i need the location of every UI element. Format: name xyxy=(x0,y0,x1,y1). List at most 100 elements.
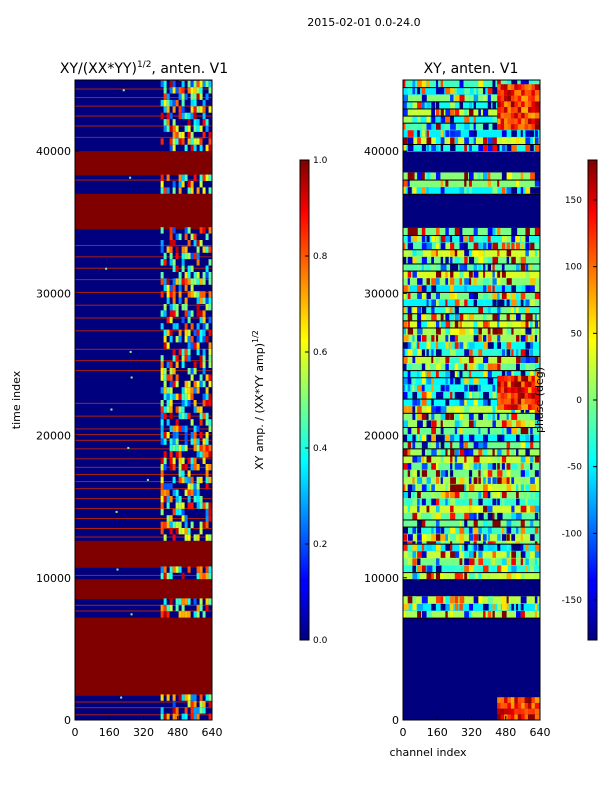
left-colorbar-gradient xyxy=(299,159,310,641)
flag-line xyxy=(75,508,212,510)
amp-cell xyxy=(205,432,209,439)
phase-cell xyxy=(478,512,484,520)
phase-row xyxy=(403,491,540,499)
phase-cell xyxy=(412,427,418,435)
phase-cell xyxy=(445,441,451,449)
amp-cell xyxy=(205,502,209,509)
flag-line xyxy=(75,604,212,606)
amp-cell xyxy=(169,252,173,260)
right-ytick-label: 0 xyxy=(392,714,399,727)
phase-cell xyxy=(531,107,537,113)
phase-cell xyxy=(487,136,494,144)
amp-cell xyxy=(172,521,176,528)
phase-cell xyxy=(483,469,489,477)
phase-cell xyxy=(403,391,408,399)
amp-cell xyxy=(196,291,200,298)
phase-cell xyxy=(500,84,506,90)
phase-cell xyxy=(500,387,506,393)
phase-cell xyxy=(507,404,513,410)
amp-cell xyxy=(184,707,188,714)
phase-cell xyxy=(417,610,421,618)
phase-cell xyxy=(521,118,527,125)
amp-cell xyxy=(122,89,125,92)
phase-cell xyxy=(435,363,442,371)
amp-cell xyxy=(181,93,185,100)
amp-cell xyxy=(172,240,176,247)
phase-cell xyxy=(511,144,517,152)
amp-cell xyxy=(202,297,206,304)
phase-cell xyxy=(468,384,474,392)
phase-cell xyxy=(473,327,479,335)
phase-cell xyxy=(497,387,503,393)
phase-cell xyxy=(506,242,511,250)
phase-cell xyxy=(483,270,486,278)
amp-cell xyxy=(175,508,179,516)
phase-cell xyxy=(435,341,439,349)
phase-cell xyxy=(426,412,429,420)
phase-cell xyxy=(534,227,540,236)
phase-cell xyxy=(497,392,503,399)
amp-cell xyxy=(199,310,203,317)
phase-cell xyxy=(421,434,427,442)
phase-cell xyxy=(473,291,479,300)
right-ytick-label: 20000 xyxy=(364,430,399,443)
phase-cell xyxy=(417,533,422,541)
phase-cell xyxy=(426,405,431,413)
amp-cell xyxy=(172,425,176,432)
phase-cell xyxy=(525,427,529,435)
phase-cell xyxy=(525,483,531,492)
phase-cell xyxy=(445,455,449,463)
phase-cell xyxy=(435,572,441,580)
phase-cell xyxy=(497,398,503,405)
amp-cell xyxy=(172,138,176,145)
phase-cell xyxy=(450,434,455,442)
amp-cell xyxy=(202,174,206,181)
amp-cell xyxy=(178,611,182,618)
amp-cell xyxy=(190,265,194,272)
phase-cell xyxy=(525,249,529,257)
phase-cell xyxy=(431,277,437,285)
amp-cell xyxy=(175,406,179,413)
phase-cell xyxy=(468,348,473,356)
amp-cell xyxy=(205,336,209,343)
phase-cell xyxy=(516,543,522,551)
phase-cell xyxy=(483,136,488,144)
phase-cell xyxy=(478,235,483,243)
phase-cell xyxy=(454,363,458,371)
phase-cell xyxy=(520,348,526,356)
phase-cell xyxy=(530,341,534,349)
amp-cell xyxy=(129,176,132,179)
phase-cell xyxy=(468,129,474,137)
amp-cell xyxy=(187,412,191,420)
phase-cell xyxy=(417,249,423,257)
phase-cell xyxy=(459,543,462,551)
phase-cell xyxy=(450,491,456,499)
phase-cell xyxy=(435,543,441,551)
phase-cell xyxy=(407,441,412,449)
phase-cell xyxy=(492,101,496,109)
amp-cell xyxy=(205,508,209,516)
phase-cell xyxy=(504,392,510,399)
amp-cell xyxy=(196,310,200,317)
phase-cell xyxy=(525,341,531,349)
phase-cell xyxy=(520,557,523,565)
phase-cell xyxy=(497,291,500,300)
amp-cell xyxy=(208,374,212,381)
phase-cell xyxy=(445,355,450,364)
amp-cell xyxy=(178,393,182,400)
flag-line xyxy=(75,291,212,293)
phase-cell xyxy=(468,291,475,300)
phase-cell xyxy=(464,519,468,527)
amp-cell xyxy=(160,483,164,490)
phase-cell xyxy=(435,505,440,513)
phase-cell xyxy=(504,101,510,108)
amp-cell xyxy=(187,393,191,400)
phase-cell xyxy=(497,270,501,278)
amp-cell xyxy=(175,502,179,509)
phase-cell xyxy=(517,398,523,405)
amp-cell xyxy=(187,80,191,88)
phase-cell xyxy=(426,391,432,399)
amp-cell xyxy=(184,246,188,253)
phase-cell xyxy=(473,505,480,513)
